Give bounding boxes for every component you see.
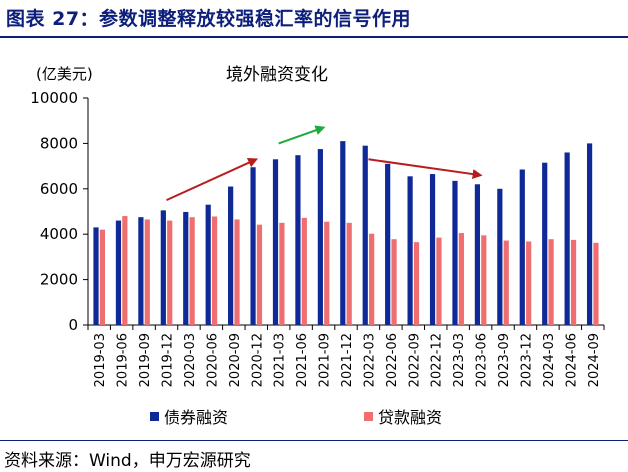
x-tick-label: 2020-12 — [250, 333, 265, 387]
bar-loan — [391, 239, 397, 325]
x-tick-label: 2023-03 — [452, 333, 467, 387]
bar-bond — [564, 152, 570, 325]
x-tick-label: 2024-03 — [542, 333, 557, 387]
bar-loan — [234, 219, 240, 325]
bar-bond — [205, 204, 211, 325]
y-tick-label: 4000 — [40, 225, 78, 243]
bar-bond — [362, 145, 368, 325]
x-tick-label: 2020-03 — [183, 333, 198, 387]
bar-bond — [407, 176, 413, 325]
bar-loan — [413, 242, 420, 325]
bar-loan — [122, 216, 128, 325]
bar-loan — [458, 233, 464, 325]
x-tick-label: 2021-09 — [318, 333, 333, 387]
x-tick-label: 2024-06 — [564, 333, 579, 387]
bar-bond — [138, 217, 144, 325]
bar-bond — [429, 174, 436, 325]
x-tick-label: 2022-06 — [385, 333, 400, 387]
legend-swatch-bond — [150, 411, 159, 421]
x-tick-label: 2023-09 — [497, 333, 512, 387]
bar-loan — [503, 240, 509, 325]
trend-arrow — [166, 158, 259, 202]
x-tick-label: 2023-12 — [519, 333, 534, 387]
y-tick-label: 10000 — [30, 89, 78, 107]
bar-loan — [189, 217, 195, 325]
bar-loan — [279, 222, 285, 325]
trend-arrow — [278, 125, 326, 145]
bar-bond — [474, 184, 481, 325]
x-tick-label: 2019-06 — [116, 333, 131, 387]
bar-loan — [144, 219, 150, 325]
y-tick-label: 8000 — [40, 134, 78, 152]
x-tick-label: 2022-12 — [430, 333, 445, 387]
bar-bond — [586, 143, 593, 325]
y-axis-unit-label: (亿美元) — [36, 65, 93, 83]
bar-loan — [346, 222, 352, 325]
x-tick-label: 2019-09 — [138, 333, 153, 387]
bar-bond — [250, 167, 256, 325]
x-tick-label: 2021-03 — [273, 333, 288, 387]
bar-bond — [317, 149, 323, 325]
bar-bond — [183, 211, 189, 325]
bar-bond — [519, 169, 525, 325]
x-tick-label: 2021-12 — [340, 333, 355, 387]
source-note: 资料来源：Wind，申万宏源研究 — [4, 451, 251, 471]
x-tick-label: 2020-09 — [228, 333, 243, 387]
legend-swatch-loan — [364, 411, 373, 421]
footer-divider — [0, 440, 628, 441]
x-tick-label: 2024-09 — [587, 333, 602, 387]
bar-bond — [160, 210, 166, 325]
bar-loan — [481, 235, 487, 325]
bar-bond — [497, 188, 503, 325]
bar-bond — [115, 220, 122, 325]
bar-loan — [301, 217, 307, 325]
bar-loan — [526, 241, 532, 325]
bar-chart: 0 2000 4000 6000 8000 10000 2019-03 2019-06 2019… — [30, 89, 605, 387]
bar-bond — [272, 159, 279, 325]
bar-bond — [93, 227, 99, 325]
bar-loan — [369, 233, 375, 325]
bar-loan — [570, 239, 577, 325]
legend-label-loan: 贷款融资 — [378, 408, 443, 427]
x-tick-label: 2020-06 — [205, 333, 220, 387]
chart-title: 境外融资变化 — [226, 65, 328, 85]
bar-loan — [256, 224, 263, 325]
bar-loan — [593, 242, 599, 325]
bar-bond — [295, 155, 301, 325]
x-tick-label: 2019-12 — [161, 333, 176, 387]
bar-loan — [436, 237, 442, 325]
x-tick-label: 2019-03 — [93, 333, 108, 387]
figure-title: 图表 27：参数调整释放较强稳汇率的信号作用 — [6, 8, 412, 30]
legend-label-bond: 债券融资 — [164, 408, 229, 427]
bar-loan — [324, 221, 330, 325]
bar-bond — [228, 186, 234, 325]
trend-arrow — [368, 158, 483, 180]
bar-bond — [452, 180, 458, 325]
legend-item-bond: 债券融资 — [150, 404, 228, 428]
bar-loan — [548, 239, 554, 325]
bar-loan — [211, 216, 218, 325]
y-tick-label: 6000 — [40, 180, 78, 198]
y-tick-label: 2000 — [40, 271, 78, 289]
title-divider — [0, 36, 628, 38]
bar-bond — [385, 163, 391, 325]
x-tick-label: 2021-06 — [295, 333, 310, 387]
x-tick-label: 2022-03 — [362, 333, 377, 387]
bar-loan — [99, 229, 106, 325]
bar-bond — [340, 141, 346, 325]
x-tick-label: 2022-09 — [407, 333, 422, 387]
legend-item-loan: 贷款融资 — [364, 404, 442, 428]
y-tick-label: 0 — [68, 316, 78, 334]
bar-bond — [542, 162, 548, 325]
bar-loan — [167, 220, 173, 325]
x-tick-label: 2023-06 — [475, 333, 490, 387]
